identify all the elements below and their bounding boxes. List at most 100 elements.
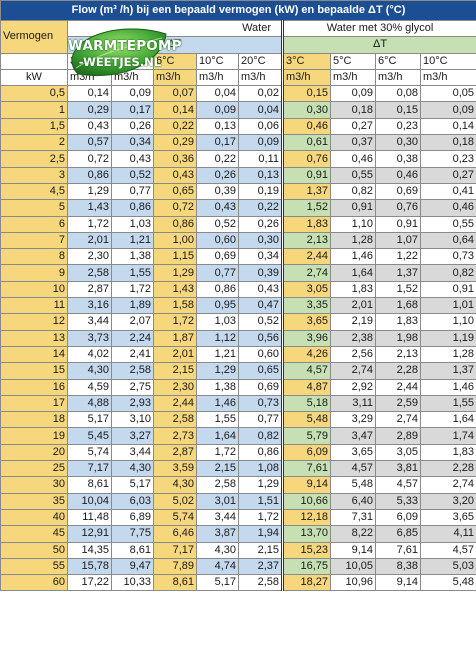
water-flow-cell: 2,15 [196, 460, 239, 478]
glycol-flow-cell: 6,09 [282, 443, 331, 462]
water-flow-cell: 5,02 [153, 492, 197, 510]
table-title: Flow (m³ /h) bij een bepaald vermogen (k… [0, 0, 476, 21]
glycol-flow-cell: 3,65 [330, 443, 376, 462]
glycol-flow-cell: 1,01 [419, 297, 476, 315]
glycol-flow-cell: 0,09 [330, 85, 376, 103]
water-flow-cell: 2,58 [67, 264, 112, 282]
water-flow-cell: 4,30 [153, 476, 197, 494]
glycol-flow-cell: 4,57 [282, 362, 331, 380]
glycol-flow-cell: 5,48 [419, 574, 476, 592]
water-flow-cell: 2,58 [111, 362, 154, 380]
glycol-flow-cell: 4,26 [282, 345, 331, 364]
water-flow-cell: 1,64 [196, 427, 239, 445]
water-flow-cell: 5,17 [111, 476, 154, 494]
glycol-flow-cell: 0,69 [375, 182, 421, 201]
water-flow-cell: 0,14 [67, 85, 112, 103]
water-flow-cell: 1,29 [196, 362, 239, 380]
glycol-flow-cell: 2,01 [330, 297, 376, 315]
glycol-flow-cell: 1,07 [375, 231, 421, 250]
kw-cell: 5 [0, 199, 68, 217]
water-flow-cell: 2,24 [111, 329, 154, 347]
kw-cell: 7 [0, 231, 68, 250]
glycol-flow-cell: 1,52 [282, 199, 331, 217]
water-flow-cell: 8,61 [67, 476, 112, 494]
water-flow-cell: 3,16 [67, 297, 112, 315]
water-flow-cell: 2,37 [238, 557, 284, 576]
water-flow-cell: 2,15 [238, 541, 284, 559]
water-flow-cell: 0,95 [196, 297, 239, 315]
glycol-flow-cell: 0,18 [419, 134, 476, 152]
glycol-flow-cell: 5,79 [282, 427, 331, 445]
table-row: 13 3,73 2,24 1,87 1,12 0,56 3,96 2,38 1,98 1,19 [0, 329, 476, 347]
glycol-flow-cell: 2,89 [375, 427, 421, 445]
glycol-flow-cell: 6,85 [375, 525, 421, 543]
water-flow-cell: 4,02 [67, 345, 112, 364]
table-row: 0,5 0,14 0,09 0,07 0,04 0,02 0,15 0,09 0,08 0,05 [0, 85, 476, 103]
glycol-flow-cell: 3,65 [419, 508, 476, 527]
table-row: 12 3,44 2,07 1,72 1,03 0,52 3,65 2,19 1,83 1,10 [0, 313, 476, 331]
table-row: 18 5,17 3,10 2,58 1,55 0,77 5,48 3,29 2,74 1,64 [0, 411, 476, 429]
table-row: 1 0,29 0,17 0,14 0,09 0,04 0,30 0,18 0,15 0,09 [0, 101, 476, 119]
water-flow-cell: 3,27 [111, 427, 154, 445]
water-flow-cell: 2,30 [67, 248, 112, 266]
header-temps-row: 3°C 5°C 6°C 10°C 20°C 3°C 5°C 6°C 10°C [0, 52, 476, 70]
kw-cell: 13 [0, 329, 68, 347]
kw-cell: 20 [0, 443, 68, 462]
header-temp: 6°C [153, 52, 197, 70]
glycol-flow-cell: 9,14 [330, 541, 376, 559]
table-row: 14 4,02 2,41 2,01 1,21 0,60 4,26 2,56 2,13 1,28 [0, 345, 476, 364]
glycol-flow-cell: 2,38 [330, 329, 376, 347]
glycol-flow-cell: 3,47 [330, 427, 376, 445]
glycol-flow-cell: 3,11 [330, 394, 376, 413]
kw-cell: 0,5 [0, 85, 68, 103]
glycol-flow-cell: 6,09 [375, 508, 421, 527]
water-flow-cell: 3,44 [111, 443, 154, 462]
water-flow-cell: 0,29 [67, 101, 112, 119]
kw-cell: 3 [0, 166, 68, 184]
water-flow-cell: 2,01 [153, 345, 197, 364]
water-flow-cell: 5,17 [196, 574, 239, 592]
water-flow-cell: 1,38 [111, 248, 154, 266]
glycol-flow-cell: 2,74 [330, 362, 376, 380]
water-flow-cell: 1,72 [238, 508, 284, 527]
kw-cell: 9 [0, 264, 68, 282]
glycol-flow-cell: 3,29 [330, 411, 376, 429]
table-row: 40 11,48 6,89 5,74 3,44 1,72 12,18 7,31 6,09 3,65 [0, 508, 476, 527]
water-flow-cell: 0,60 [238, 345, 284, 364]
header-unit: m3/h [282, 68, 331, 87]
header-glycol: Water met 30% glycol [281, 19, 476, 38]
water-flow-cell: 0,73 [238, 394, 284, 413]
water-flow-cell: 1,21 [111, 231, 154, 250]
glycol-flow-cell: 3,65 [282, 313, 331, 331]
glycol-flow-cell: 8,38 [375, 557, 421, 576]
water-flow-cell: 3,59 [153, 460, 197, 478]
water-flow-cell: 5,17 [67, 411, 112, 429]
water-flow-cell: 7,75 [111, 525, 154, 543]
header-temp: 5°C [330, 52, 376, 70]
kw-cell: 40 [0, 508, 68, 527]
glycol-flow-cell: 0,23 [375, 117, 421, 136]
header-units-row: kW m3/h m3/h m3/h m3/h m3/h m3/h m3/h m3… [0, 68, 476, 87]
water-flow-cell: 0,14 [153, 101, 197, 119]
glycol-flow-cell: 2,74 [375, 411, 421, 429]
glycol-flow-cell: 0,64 [419, 231, 476, 250]
kw-cell: 12 [0, 313, 68, 331]
water-flow-cell: 0,72 [153, 199, 197, 217]
glycol-flow-cell: 0,91 [282, 166, 331, 184]
water-flow-cell: 2,58 [238, 574, 284, 592]
header-temp: 20°C [238, 52, 284, 70]
glycol-flow-cell: 2,28 [375, 362, 421, 380]
water-flow-cell: 1,29 [67, 182, 112, 201]
glycol-flow-cell: 1,28 [330, 231, 376, 250]
title-row: Flow (m³ /h) bij een bepaald vermogen (k… [0, 0, 476, 21]
water-flow-cell: 0,86 [111, 199, 154, 217]
glycol-flow-cell: 0,76 [375, 199, 421, 217]
table-row: 6 1,72 1,03 0,86 0,52 0,26 1,83 1,10 0,91 0,55 [0, 215, 476, 233]
glycol-flow-cell: 12,18 [282, 508, 331, 527]
water-flow-cell: 0,77 [238, 411, 284, 429]
water-flow-cell: 2,58 [153, 411, 197, 429]
kw-cell: 6 [0, 215, 68, 233]
water-flow-cell: 7,89 [153, 557, 197, 576]
table-row: 10 2,87 1,72 1,43 0,86 0,43 3,05 1,83 1,52 0,91 [0, 280, 476, 299]
water-flow-cell: 4,74 [196, 557, 239, 576]
